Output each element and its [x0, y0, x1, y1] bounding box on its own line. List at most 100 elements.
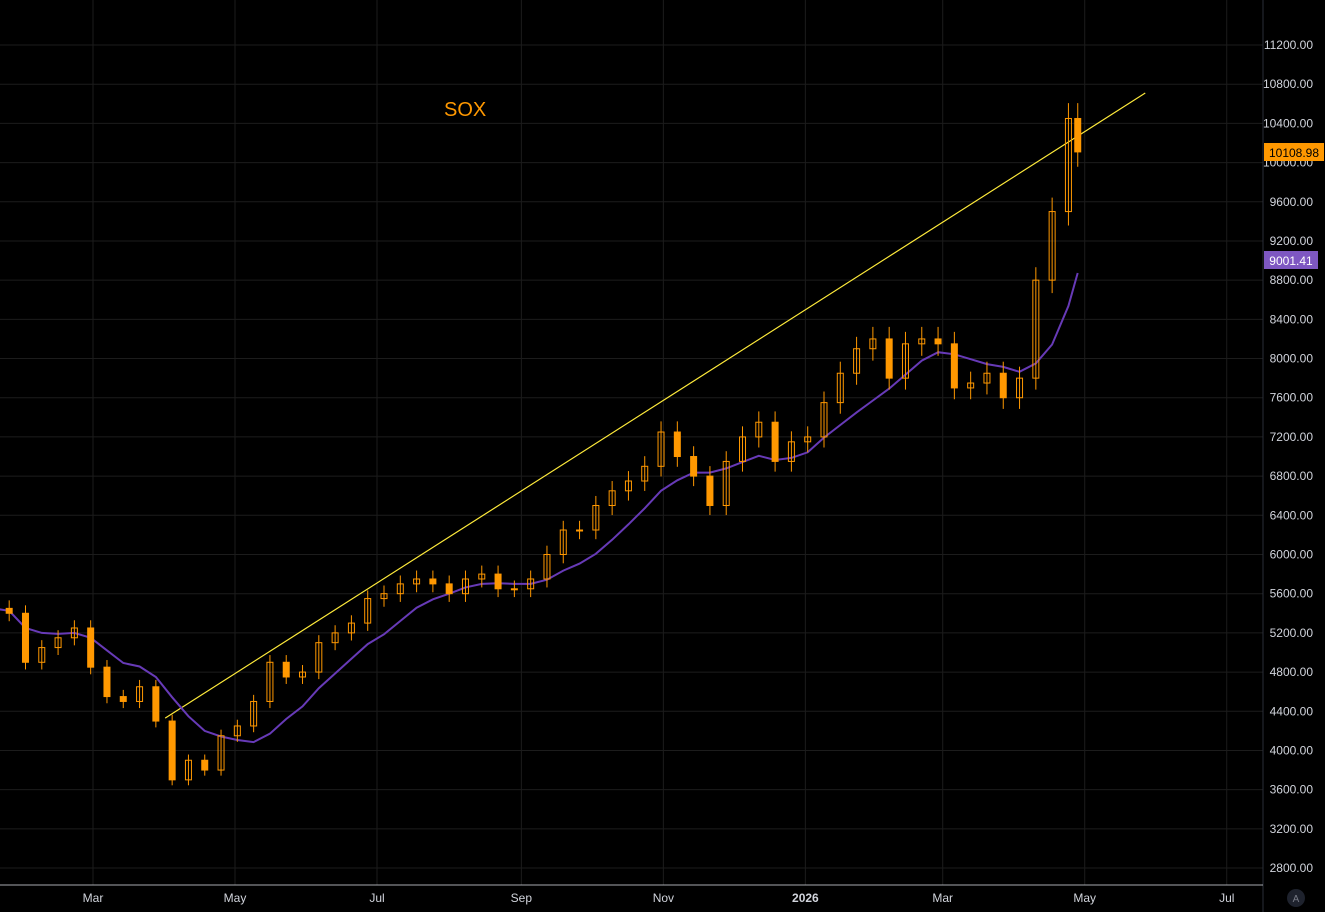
price-tick-label: 7600.00	[1270, 391, 1314, 405]
candle-body	[1074, 117, 1082, 153]
candle-body	[38, 647, 46, 663]
candle-body	[429, 578, 437, 585]
candle-body	[869, 338, 877, 350]
candle-body	[413, 578, 421, 585]
candle-body	[853, 348, 861, 374]
time-tick-label: Jul	[1219, 891, 1234, 905]
candle-body	[217, 735, 225, 771]
price-tick-label: 3600.00	[1270, 783, 1314, 797]
candle-body	[755, 421, 763, 438]
candle-body	[576, 529, 584, 532]
candle-body	[54, 637, 62, 649]
price-tick-label: 10800.00	[1263, 77, 1313, 91]
time-tick-label: May	[224, 891, 247, 905]
candle-body	[901, 343, 909, 379]
candle-body	[510, 588, 518, 591]
price-tick-label: 5200.00	[1270, 626, 1314, 640]
candles	[5, 103, 1082, 786]
candle-body	[1016, 377, 1024, 399]
trendline-segment	[164, 92, 1146, 719]
price-tick-label: 10400.00	[1263, 116, 1313, 130]
last-price-badge: 10108.98	[1264, 143, 1324, 161]
price-tick-label: 4800.00	[1270, 665, 1314, 679]
time-axis[interactable]: Mar May Jul Sep Nov 2026 Mar May Jul	[83, 891, 1235, 905]
time-tick-label: Jul	[369, 891, 384, 905]
candle-body	[445, 583, 453, 595]
candle-body	[983, 372, 991, 384]
candle-body	[396, 583, 404, 595]
time-tick-label: Mar	[83, 891, 104, 905]
candle-body	[787, 441, 795, 462]
price-tick-label: 9200.00	[1270, 234, 1314, 248]
price-tick-label: 9600.00	[1270, 195, 1314, 209]
price-tick-label: 8400.00	[1270, 312, 1314, 326]
candle-body	[950, 343, 958, 389]
candle-body	[804, 436, 812, 443]
grid	[0, 0, 1263, 885]
candle-body	[690, 456, 698, 477]
price-tick-label: 4000.00	[1270, 743, 1314, 757]
candle-body	[70, 627, 78, 639]
trendline[interactable]	[164, 92, 1146, 719]
moving-average-badge: 9001.41	[1264, 251, 1318, 269]
price-tick-label: 2800.00	[1270, 861, 1314, 875]
candle-body	[1048, 211, 1056, 281]
candle-body	[967, 382, 975, 389]
candle-body	[5, 607, 13, 614]
candle-body	[722, 460, 730, 507]
candle-body	[21, 612, 29, 663]
price-tick-label: 7200.00	[1270, 430, 1314, 444]
candle-body	[250, 700, 258, 727]
candle-body	[299, 671, 307, 678]
time-tick-label: Mar	[932, 891, 953, 905]
candle-body	[706, 475, 714, 507]
price-tick-label: 8000.00	[1270, 352, 1314, 366]
candle-body	[87, 627, 95, 668]
candle-body	[315, 642, 323, 673]
candle-body	[119, 696, 127, 702]
candle-body	[608, 490, 616, 507]
candle-body	[266, 661, 274, 702]
price-tick-label: 6800.00	[1270, 469, 1314, 483]
candle-body	[461, 578, 469, 595]
candle-body	[543, 553, 551, 580]
candle-body	[103, 666, 111, 698]
candle-body	[494, 573, 502, 590]
last-price-value: 10108.98	[1269, 146, 1319, 160]
candle-body	[233, 725, 241, 737]
price-axis[interactable]: 2800.00 3200.00 3600.00 4000.00 4400.00 4800.…	[1263, 38, 1313, 875]
candle-body	[820, 402, 828, 438]
time-tick-label: Nov	[653, 891, 674, 905]
candle-body	[201, 759, 209, 771]
candle-body	[1064, 117, 1072, 213]
auto-scale-label: A	[1293, 894, 1300, 905]
candle-body	[624, 480, 632, 492]
time-tick-label: 2026	[792, 891, 819, 905]
candle-body	[136, 686, 144, 702]
candle-body	[527, 578, 535, 590]
price-tick-label: 11200.00	[1264, 38, 1313, 52]
price-tick-label: 5600.00	[1270, 587, 1314, 601]
price-tick-label: 8800.00	[1270, 273, 1314, 287]
candle-body	[478, 573, 486, 580]
chart-title: SOX	[444, 99, 486, 121]
candle-body	[331, 632, 339, 644]
candle-body	[168, 720, 176, 781]
time-tick-label: May	[1073, 891, 1096, 905]
candle-body	[641, 465, 649, 482]
candle-body	[739, 436, 747, 462]
time-tick-label: Sep	[511, 891, 533, 905]
candle-body	[592, 505, 600, 531]
candle-body	[999, 372, 1007, 399]
candle-body	[657, 431, 665, 467]
candle-body	[380, 593, 388, 600]
price-tick-label: 4400.00	[1270, 704, 1314, 718]
candle-body	[152, 686, 160, 722]
ma-value: 9001.41	[1269, 254, 1313, 268]
auto-scale-button[interactable]: A	[1287, 889, 1305, 907]
candle-body	[559, 529, 567, 555]
candle-body	[673, 431, 681, 458]
candle-body	[184, 759, 192, 781]
price-tick-label: 6400.00	[1270, 508, 1314, 522]
